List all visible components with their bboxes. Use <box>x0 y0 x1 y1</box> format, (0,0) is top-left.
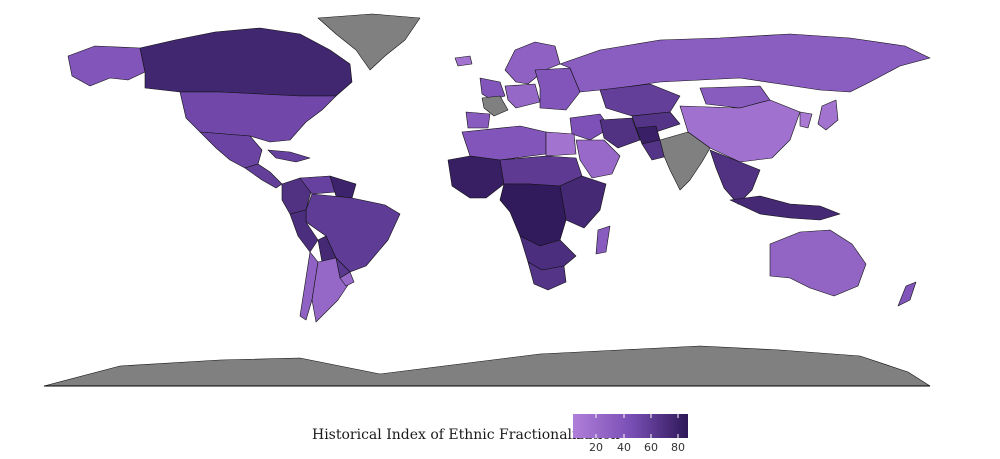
region-greenland <box>317 13 421 71</box>
region-france <box>481 95 509 117</box>
legend-colorbar <box>573 414 688 438</box>
region-korea <box>799 111 813 129</box>
region-uruguay <box>339 271 355 287</box>
legend-tick-label: 80 <box>671 441 685 454</box>
legend-tick-label: 20 <box>589 441 603 454</box>
region-iran <box>599 117 641 149</box>
region-new-zealand <box>897 281 917 307</box>
region-canada <box>139 27 353 97</box>
region-guianas <box>329 175 357 199</box>
region-australia <box>769 229 867 297</box>
region-russia <box>559 33 931 93</box>
region-indonesia <box>729 195 841 221</box>
region-mexico <box>199 131 263 169</box>
legend-tick-label: 60 <box>644 441 658 454</box>
region-iceland <box>454 55 473 67</box>
region-central-europe <box>504 83 541 109</box>
region-iberia <box>465 111 491 129</box>
legend: Historical Index of Ethnic Fractionaliza… <box>0 405 1000 459</box>
region-kazakhstan <box>599 83 681 117</box>
region-north-africa <box>461 125 547 161</box>
region-argentina <box>311 257 351 323</box>
region-egypt <box>545 131 577 157</box>
region-central-america <box>244 163 283 189</box>
legend-title: Historical Index of Ethnic Fractionaliza… <box>312 427 620 443</box>
region-central-africa <box>499 183 567 247</box>
legend-tick-label: 40 <box>617 441 631 454</box>
region-japan <box>817 99 839 131</box>
region-chile <box>299 251 319 321</box>
region-india <box>659 131 711 191</box>
region-south-africa <box>527 261 567 291</box>
region-southeast-asia <box>709 149 761 205</box>
region-antarctica <box>43 345 931 387</box>
world-map <box>43 13 931 387</box>
legend-gradient <box>573 414 688 438</box>
region-arabian-peninsula <box>575 139 621 179</box>
region-east-africa <box>559 175 607 229</box>
region-caribbean <box>267 149 311 163</box>
region-brazil <box>305 193 401 273</box>
region-madagascar <box>595 225 611 255</box>
region-west-africa <box>447 155 505 199</box>
region-alaska <box>67 45 146 87</box>
